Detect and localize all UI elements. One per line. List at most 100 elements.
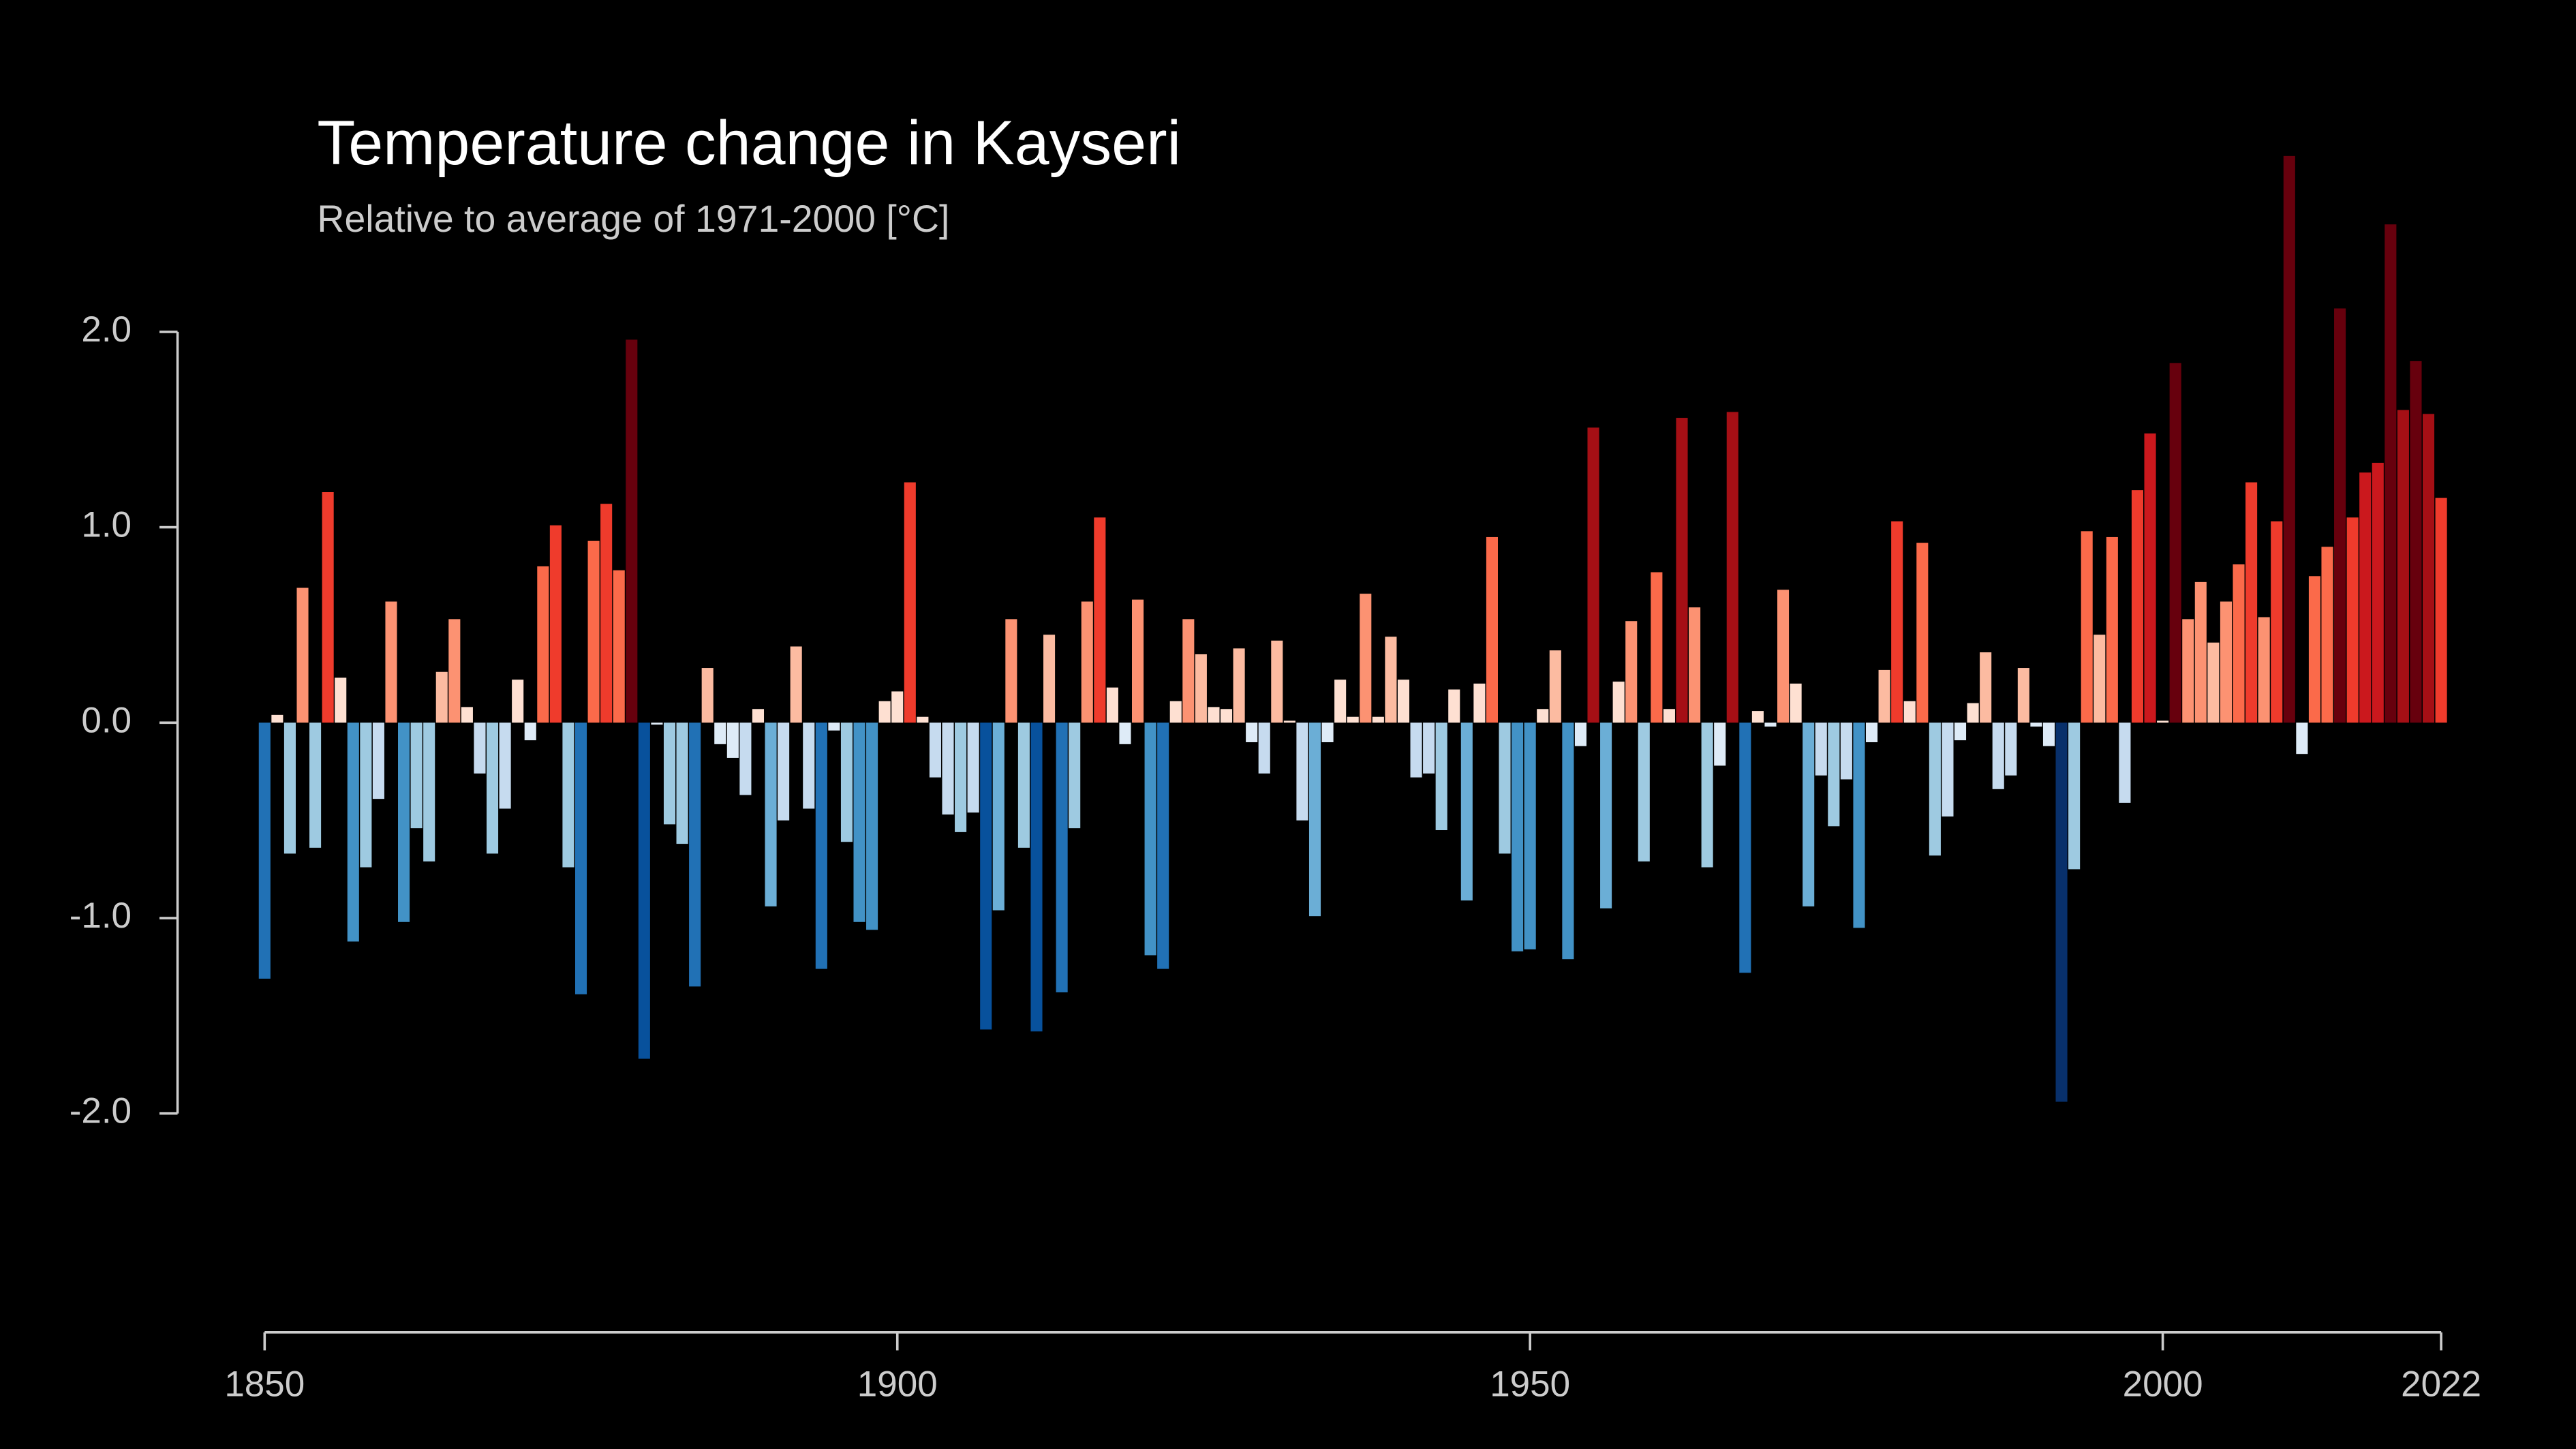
bar (1638, 722, 1650, 861)
bar (1030, 722, 1043, 1032)
bar (2385, 224, 2397, 723)
bar (613, 570, 625, 723)
bar (2258, 617, 2270, 723)
bar (474, 722, 486, 774)
bar (1587, 427, 1599, 723)
bar (992, 722, 1005, 911)
bar (1360, 594, 1372, 723)
bar (1056, 722, 1068, 992)
bar (1980, 652, 1992, 723)
y-tick-label: 2.0 (81, 309, 132, 350)
bar (360, 722, 372, 868)
chart-subtitle: Relative to average of 1971-2000 [°C] (317, 198, 949, 240)
x-tick-label: 2022 (2401, 1364, 2481, 1404)
bar (296, 588, 309, 723)
bar (2030, 722, 2042, 727)
bar (1385, 637, 1397, 723)
bar (1967, 703, 1979, 723)
bar (1676, 418, 1688, 723)
bar (2055, 722, 2068, 1102)
bar (2346, 517, 2359, 723)
bar (309, 722, 322, 848)
bar (600, 504, 613, 723)
bar (778, 722, 790, 821)
bar (676, 722, 688, 844)
bar (1157, 722, 1169, 969)
bar (258, 722, 271, 979)
bar (372, 722, 384, 799)
bar (828, 722, 840, 731)
bar (512, 680, 524, 723)
bar (1828, 722, 1840, 827)
bar (765, 722, 777, 906)
bar (1916, 543, 1929, 723)
bar (1549, 650, 1561, 723)
bar (2081, 531, 2093, 723)
bar (2005, 722, 2017, 776)
bar (701, 668, 714, 723)
bar (1929, 722, 1941, 856)
bar (1347, 716, 1359, 723)
bar (499, 722, 511, 809)
bar (1764, 722, 1777, 727)
bar (2296, 722, 2308, 754)
bar (853, 722, 865, 922)
bar (891, 691, 904, 723)
bar (2131, 490, 2144, 723)
bar (1574, 722, 1586, 746)
bar (1612, 682, 1625, 723)
bar (1486, 536, 1499, 723)
bar (726, 722, 739, 758)
bar (1423, 722, 1435, 774)
x-tick-label: 1850 (224, 1364, 305, 1404)
bar (2042, 722, 2055, 746)
bar (714, 722, 726, 744)
bar (1651, 572, 1663, 723)
bar (2094, 635, 2106, 723)
bar (1195, 654, 1207, 723)
x-tick-label: 2000 (2123, 1364, 2203, 1404)
bar (435, 671, 448, 723)
bar (1524, 722, 1536, 949)
bar (689, 722, 701, 987)
bar (2182, 619, 2194, 723)
bar (815, 722, 827, 969)
bar (1233, 648, 1245, 723)
bar (1132, 599, 1144, 723)
bar (1043, 635, 1056, 723)
bar (1878, 669, 1890, 723)
y-tick-label: -2.0 (70, 1091, 132, 1131)
bar (1600, 722, 1612, 909)
y-tick-label: -1.0 (70, 896, 132, 936)
bar (1106, 687, 1118, 723)
bar (638, 722, 650, 1059)
bar (739, 722, 752, 795)
bar (2245, 482, 2258, 723)
bar (1663, 709, 1675, 723)
bar (347, 722, 359, 942)
bar (878, 701, 891, 723)
bar (2283, 155, 2295, 723)
bar (1840, 722, 1852, 780)
bar (2233, 564, 2245, 723)
bar (1334, 680, 1347, 723)
bar (2321, 547, 2333, 723)
bar (1208, 707, 1220, 723)
bar (2359, 472, 2372, 723)
bar (1397, 680, 1410, 723)
bar (1005, 619, 1017, 723)
bar (942, 722, 954, 815)
bar (1321, 722, 1334, 742)
bar (1410, 722, 1422, 778)
bar (1790, 683, 1802, 723)
bar (562, 722, 574, 868)
bar (2435, 498, 2447, 723)
y-tick-label: 1.0 (81, 505, 132, 545)
bar (955, 722, 967, 832)
bar (790, 646, 802, 723)
bar (1182, 619, 1195, 723)
bar (980, 722, 992, 1030)
bar (486, 722, 499, 854)
bar (1372, 716, 1384, 723)
bar (2144, 433, 2156, 723)
